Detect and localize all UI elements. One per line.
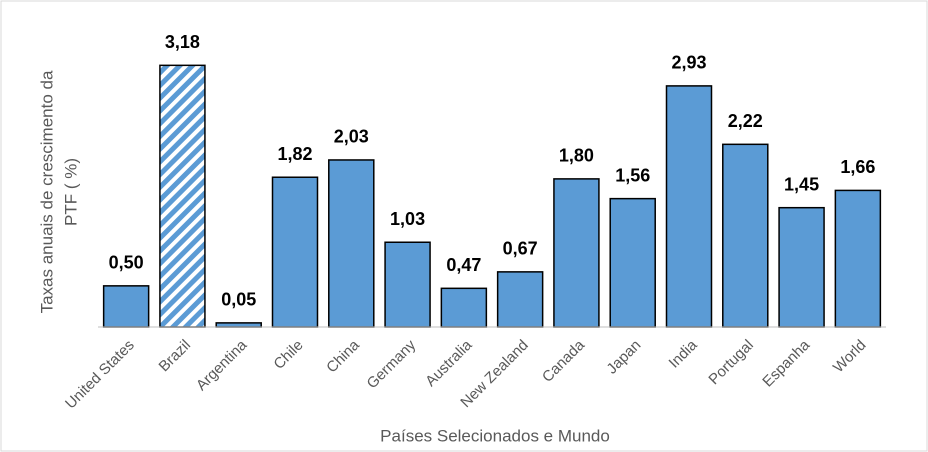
value-label: 1,56 — [615, 165, 650, 185]
bar — [609, 197, 656, 328]
value-label: 2,22 — [728, 111, 763, 131]
bar — [553, 178, 600, 328]
y-axis-title-line: PTF ( %) — [61, 158, 80, 226]
bar — [384, 241, 431, 328]
bar — [496, 271, 544, 328]
bar — [215, 322, 262, 328]
value-label: 0,67 — [503, 239, 538, 259]
y-axis-title: Taxas anuais de crescimento da PTF ( %) — [37, 70, 80, 313]
bar — [271, 176, 319, 328]
value-label: 3,18 — [165, 32, 200, 52]
value-label: 1,45 — [784, 174, 819, 194]
value-label: 0,50 — [109, 253, 144, 273]
value-label: 1,82 — [277, 144, 312, 164]
value-label: 2,03 — [334, 127, 369, 147]
y-axis-title-line: Taxas anuais de crescimento da — [37, 70, 56, 313]
bar — [159, 64, 206, 328]
bar — [778, 206, 825, 328]
bar — [102, 285, 150, 328]
value-label: 1,03 — [390, 209, 425, 229]
x-axis-title: Países Selecionados e Mundo — [380, 426, 610, 445]
bar — [440, 287, 488, 328]
bar — [722, 143, 769, 328]
value-label: 2,93 — [671, 53, 706, 73]
bar — [834, 189, 882, 328]
value-label: 0,47 — [446, 255, 481, 275]
value-label: 0,05 — [221, 290, 256, 310]
bar — [665, 85, 713, 328]
value-label: 1,66 — [840, 157, 875, 177]
bar — [328, 159, 375, 328]
value-label: 1,80 — [559, 146, 594, 166]
